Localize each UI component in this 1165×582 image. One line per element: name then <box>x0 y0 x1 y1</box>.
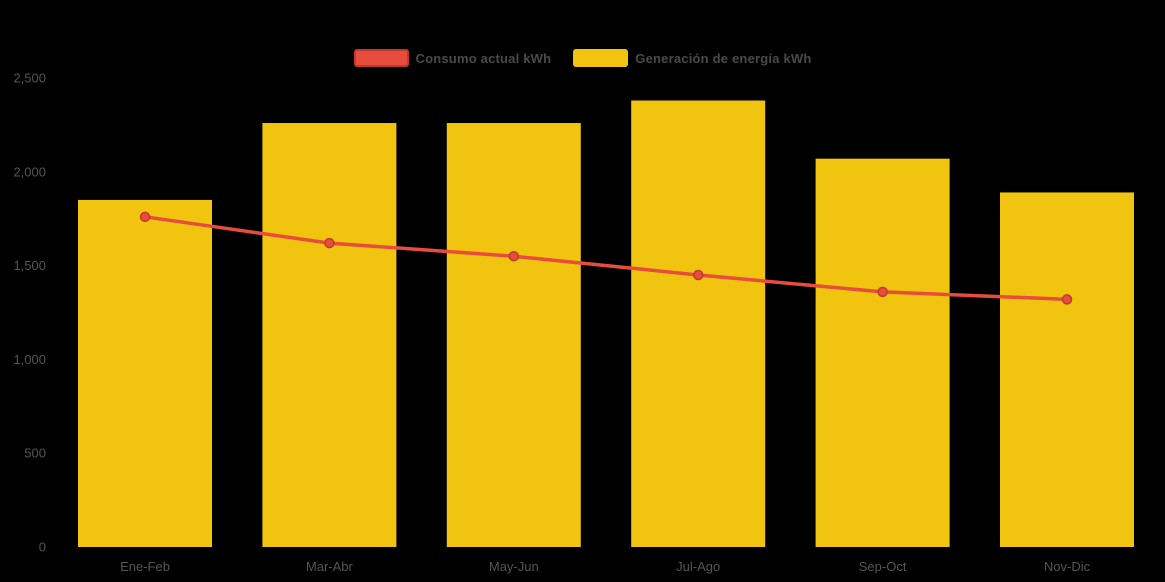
bar-Sep-Oct[interactable] <box>815 158 950 547</box>
bar-Ene-Feb[interactable] <box>78 199 212 547</box>
line-point-Sep-Oct[interactable] <box>877 286 888 298</box>
consumption-line <box>143 215 1069 302</box>
legend-swatch-consumo <box>353 49 409 67</box>
legend-label-consumo: Consumo actual kWh <box>415 50 552 66</box>
bar-May-Jun[interactable] <box>446 123 581 548</box>
legend-label-generacion: Generación de energía kWh <box>635 50 812 66</box>
line-point-Mar-Abr[interactable] <box>324 237 335 249</box>
legend-item-generacion[interactable]: Generación de energía kWh <box>573 49 811 67</box>
y-tick-label: 2,500 <box>13 71 46 86</box>
x-tick-label: May-Jun <box>489 559 539 574</box>
bar-Nov-Dic[interactable] <box>1000 192 1134 547</box>
line-point-Nov-Dic[interactable] <box>1061 294 1073 305</box>
y-tick-label: 1,000 <box>13 352 46 367</box>
x-tick-label: Mar-Abr <box>306 559 354 574</box>
x-tick-label: Jul-Ago <box>676 559 720 574</box>
x-tick-label: Ene-Feb <box>120 559 170 574</box>
y-tick-label: 0 <box>39 540 46 555</box>
chart-legend: Consumo actual kWh Generación de energía… <box>0 49 1165 67</box>
x-tick-label: Sep-Oct <box>859 559 907 574</box>
line-point-Ene-Feb[interactable] <box>139 211 151 223</box>
line-point-Jul-Ago[interactable] <box>692 269 704 281</box>
line-point-May-Jun[interactable] <box>508 250 520 262</box>
bar-Jul-Ago[interactable] <box>631 100 766 548</box>
y-tick-label: 1,500 <box>13 258 46 273</box>
legend-item-consumo[interactable]: Consumo actual kWh <box>353 49 552 67</box>
x-tick-label: Nov-Dic <box>1044 559 1091 574</box>
y-tick-label: 2,000 <box>13 164 46 179</box>
legend-swatch-generacion <box>573 49 629 67</box>
y-tick-label: 500 <box>24 446 46 461</box>
bar-Mar-Abr[interactable] <box>262 123 397 548</box>
